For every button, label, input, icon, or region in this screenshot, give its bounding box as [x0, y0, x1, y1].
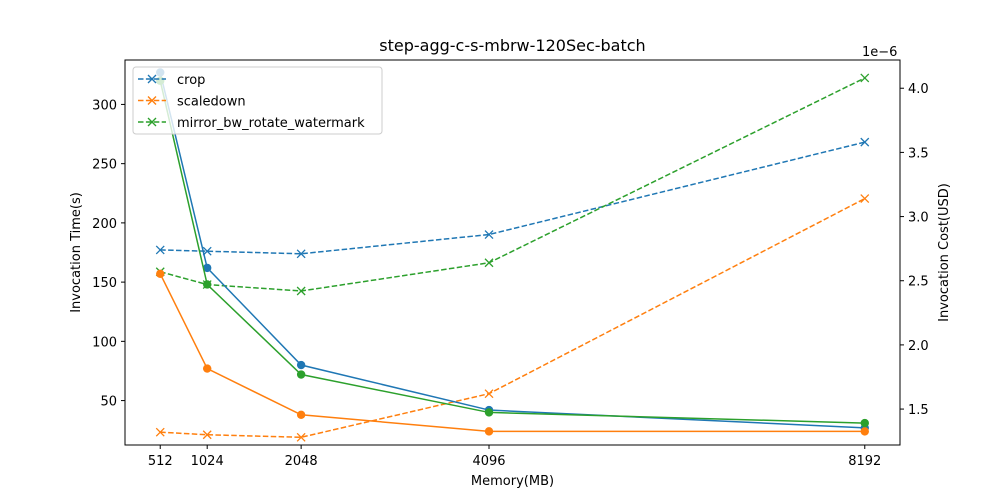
legend-entry-scaledown — [138, 96, 166, 105]
legend-label-crop: crop — [177, 73, 205, 88]
cost-point-mirror_bw_rotate_watermark-8192 — [860, 73, 870, 83]
y-tick-label-50: 50 — [100, 395, 117, 410]
y2-tick-label-3.5: 3.5 — [908, 146, 929, 161]
cost-line-scaledown — [160, 197, 866, 439]
time-point-crop-1024 — [202, 263, 212, 273]
cost-point-scaledown-2048 — [296, 432, 306, 442]
time-point-scaledown-1024 — [202, 364, 212, 373]
time-point-mirror_bw_rotate_watermark-1024 — [202, 280, 212, 289]
cost-point-scaledown-1024 — [202, 430, 212, 440]
cost-line-crop — [160, 141, 865, 255]
plot-area — [155, 68, 870, 442]
y2-axis-label: Invocation Cost(USD) — [937, 183, 952, 322]
y-tick-label-250: 250 — [92, 158, 117, 173]
cost-point-scaledown-4096 — [484, 389, 494, 399]
y2-tick-label-2: 2.0 — [908, 339, 929, 354]
cost-point-crop-2048 — [296, 249, 306, 259]
x-tick-label-512: 512 — [148, 454, 173, 469]
y-tick-label-300: 300 — [92, 98, 117, 113]
cost-point-scaledown-512 — [155, 427, 165, 437]
time-point-mirror_bw_rotate_watermark-2048 — [296, 370, 306, 379]
y2-tick-label-1.5: 1.5 — [908, 403, 929, 418]
time-point-crop-2048 — [296, 360, 306, 370]
y2-tick-label-2.5: 2.5 — [908, 275, 929, 290]
x-tick-label-2048: 2048 — [285, 454, 318, 469]
legend-entry-mirror_bw_rotate_watermark — [138, 117, 166, 127]
axes: 512 1024 2048 4096 8192 50 100 150 200 250 300 1.5 2… — [92, 59, 929, 469]
plot-frame — [124, 59, 901, 446]
x-tick-label-1024: 1024 — [191, 454, 224, 469]
cost-point-crop-512 — [155, 245, 165, 255]
y-tick-label-200: 200 — [92, 217, 117, 232]
legend: crop scaledown mirror_bw_rotate_watermark — [132, 66, 383, 135]
legend-box — [132, 66, 383, 135]
cost-point-crop-4096 — [484, 230, 494, 239]
x-tick-label-4096: 4096 — [472, 454, 505, 469]
cost-point-crop-8192 — [860, 137, 870, 147]
y-tick-label-100: 100 — [92, 335, 117, 350]
time-point-scaledown-8192 — [860, 427, 869, 436]
cost-point-mirror_bw_rotate_watermark-4096 — [484, 258, 494, 268]
time-point-scaledown-2048 — [296, 410, 306, 419]
cost-point-mirror_bw_rotate_watermark-2048 — [296, 286, 306, 296]
legend-entry-crop — [138, 74, 166, 84]
time-point-scaledown-4096 — [484, 427, 494, 436]
time-point-mirror_bw_rotate_watermark-4096 — [484, 408, 494, 417]
y-tick-label-150: 150 — [92, 276, 117, 291]
y2-tick-label-3: 3.0 — [908, 211, 929, 226]
x-axis-label: Memory(MB) — [471, 474, 554, 489]
y2-tick-label-4: 4.0 — [908, 82, 929, 97]
time-point-scaledown-512 — [156, 269, 165, 279]
time-point-mirror_bw_rotate_watermark-8192 — [860, 418, 869, 428]
legend-label-scaledown: scaledown — [177, 95, 246, 110]
cost-point-scaledown-8192 — [860, 194, 870, 204]
y2-offset-text: 1e−6 — [862, 45, 897, 60]
y-axis-label: Invocation Time(s) — [69, 192, 84, 313]
chart-title: step-agg-c-s-mbrw-120Sec-batch — [379, 36, 645, 55]
time-line-scaledown — [159, 273, 865, 433]
legend-label-mirror_bw_rotate_watermark: mirror_bw_rotate_watermark — [177, 116, 365, 131]
x-tick-label-8192: 8192 — [848, 454, 881, 469]
